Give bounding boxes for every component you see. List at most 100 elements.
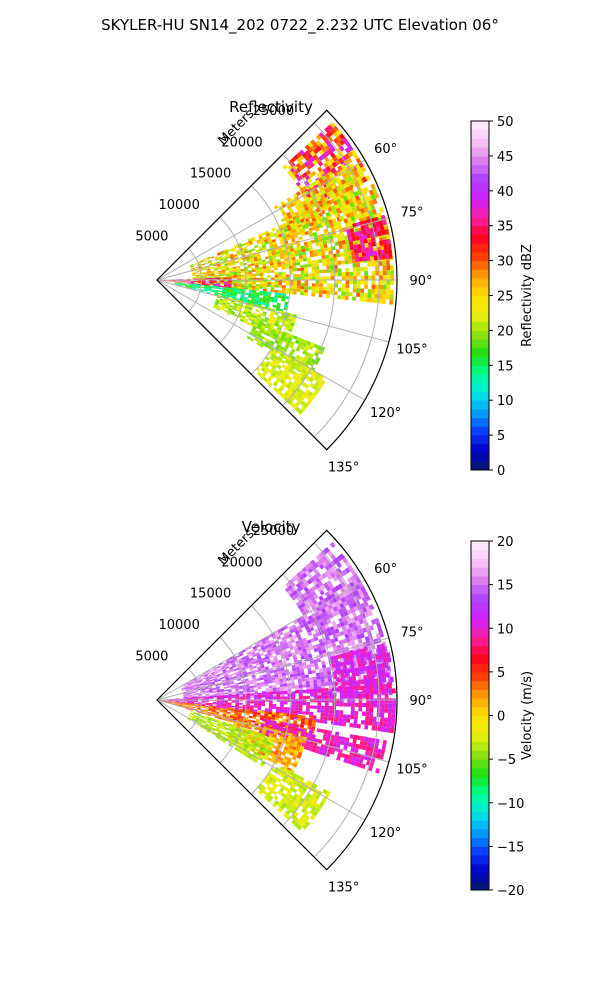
echo-cell — [349, 245, 354, 251]
echo-cell — [306, 705, 310, 709]
echo-cell — [261, 322, 267, 327]
echo-cell — [262, 236, 268, 241]
echo-cell — [244, 281, 249, 284]
echo-cell — [314, 628, 320, 634]
echo-cell — [380, 698, 385, 704]
echo-cell — [261, 242, 266, 246]
echo-cell — [307, 229, 313, 235]
echo-cell — [287, 584, 293, 590]
echo-cell — [249, 337, 255, 342]
echo-cell — [279, 345, 285, 351]
echo-cell — [332, 221, 338, 227]
echo-cell — [275, 228, 281, 233]
echo-cell — [342, 557, 348, 564]
echo-cell — [317, 708, 322, 713]
echo-cell — [289, 222, 295, 228]
echo-cell — [282, 280, 286, 283]
echo-cell — [212, 306, 217, 309]
echo-cell — [222, 302, 227, 306]
echo-cell — [303, 241, 308, 246]
echo-cell — [319, 613, 325, 619]
echo-cell — [355, 257, 360, 262]
echo-cell — [233, 306, 238, 309]
echo-cell — [267, 643, 273, 648]
echo-cell — [256, 316, 262, 321]
echo-cell — [271, 329, 276, 334]
echo-cell — [262, 247, 267, 251]
echo-cell — [341, 201, 347, 207]
echo-cell — [283, 642, 289, 647]
echo-cell — [359, 297, 364, 302]
echo-cell — [258, 235, 263, 240]
echo-cell — [201, 278, 206, 280]
echo-cell — [328, 210, 334, 216]
echo-cell — [230, 312, 235, 316]
echo-cell — [370, 204, 376, 211]
echo-cell — [289, 351, 295, 356]
echo-cell — [312, 676, 317, 681]
echo-cell — [345, 267, 350, 273]
echo-cell — [335, 573, 342, 580]
echo-cell — [243, 248, 248, 252]
echo-cell — [371, 725, 376, 731]
echo-cell — [312, 579, 318, 586]
echo-cell — [306, 695, 311, 699]
echo-cell — [371, 209, 377, 215]
echo-cell — [384, 703, 389, 709]
echo-cell — [188, 684, 192, 687]
echo-cell — [218, 270, 222, 273]
echo-cell — [286, 393, 292, 400]
echo-cell — [304, 383, 310, 390]
echo-cell — [292, 404, 298, 410]
echo-cell — [387, 683, 392, 689]
echo-cell — [249, 323, 255, 327]
echo-cell — [300, 276, 305, 280]
echo-cell — [345, 660, 351, 666]
echo-cell — [205, 266, 210, 269]
echo-cell — [281, 271, 286, 275]
echo-cell — [328, 254, 334, 259]
echo-cell — [342, 205, 348, 211]
echo-cell — [320, 712, 325, 717]
echo-cell — [301, 251, 307, 256]
echo-cell — [310, 374, 316, 380]
echo-cell — [348, 221, 354, 227]
colorbar-swatch — [471, 304, 489, 314]
colorbar-swatch — [471, 330, 489, 340]
echo-cell — [340, 597, 347, 603]
echo-cell — [369, 689, 374, 695]
echo-cell — [209, 283, 213, 286]
echo-cell — [361, 596, 368, 603]
echo-cell — [250, 701, 255, 704]
echo-cell — [279, 684, 284, 688]
echo-cell — [303, 292, 308, 296]
echo-cell — [274, 294, 279, 298]
azimuth-tick-label: 120° — [370, 406, 401, 421]
echo-cell — [244, 274, 249, 277]
echo-cell — [291, 696, 296, 700]
echo-cell — [275, 253, 280, 258]
echo-cell — [273, 262, 278, 266]
echo-cell — [224, 306, 229, 310]
echo-cell — [353, 734, 358, 740]
echo-cell — [213, 722, 218, 726]
echo-cell — [303, 161, 310, 167]
echo-cell — [324, 623, 330, 629]
echo-cell — [209, 678, 214, 682]
echo-cell — [343, 595, 350, 602]
echo-cell — [379, 275, 383, 280]
echo-cell — [331, 620, 337, 627]
echo-cell — [302, 254, 307, 259]
echo-cell — [302, 689, 307, 693]
echo-cell — [368, 199, 374, 206]
echo-cell — [309, 680, 314, 684]
echo-cell — [298, 681, 303, 686]
colorbar-swatch — [471, 339, 489, 349]
echo-cell — [306, 257, 311, 262]
echo-cell — [301, 248, 306, 253]
echo-cell — [299, 218, 305, 223]
echo-cell — [232, 266, 237, 269]
echo-cell — [229, 273, 234, 276]
echo-cell — [248, 291, 253, 295]
colorbar-tick-label: 10 — [497, 394, 514, 409]
